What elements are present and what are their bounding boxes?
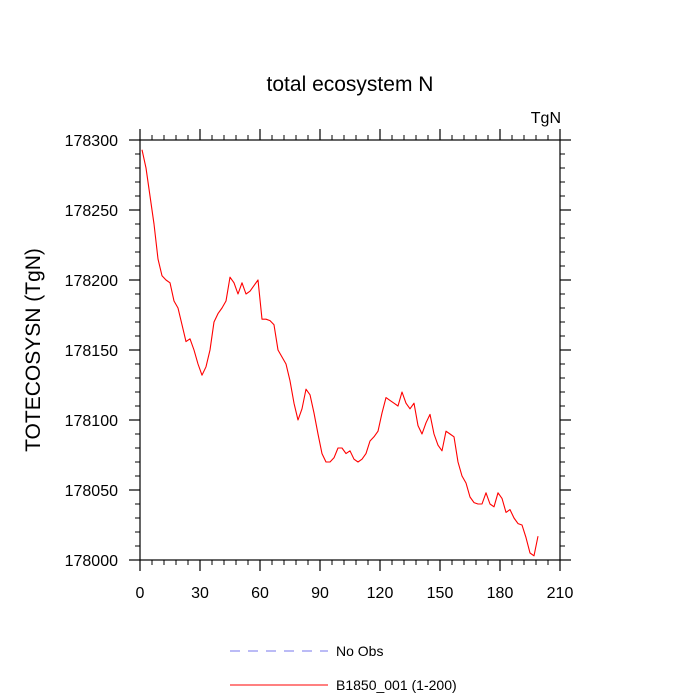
legend-label-no-obs: No Obs — [336, 643, 383, 659]
series-layer — [141, 149, 539, 557]
legend: No Obs B1850_001 (1-200) — [230, 643, 457, 693]
y-tick-label: 178250 — [65, 203, 118, 220]
y-tick-label: 178100 — [65, 413, 118, 430]
x-tick-label: 0 — [136, 585, 145, 602]
y-tick-label: 178150 — [65, 343, 118, 360]
major-ticks — [129, 129, 571, 571]
series-line-0 — [141, 149, 539, 557]
minor-ticks — [135, 135, 565, 565]
chart-title: total ecosystem N — [267, 73, 434, 96]
x-tick-label: 120 — [367, 585, 394, 602]
x-tick-label: 210 — [547, 585, 574, 602]
legend-label-b1850: B1850_001 (1-200) — [336, 677, 457, 693]
x-tick-label: 150 — [427, 585, 454, 602]
x-tick-label: 30 — [191, 585, 209, 602]
units-label: TgN — [531, 110, 561, 127]
y-tick-labels: 178000 178050 178100 178150 178200 178250 1783… — [65, 133, 118, 570]
x-tick-labels: 0 30 60 90 120 150 180 210 — [136, 585, 574, 602]
y-axis-label: TOTECOSYSN (TgN) — [22, 248, 45, 452]
y-tick-label: 178300 — [65, 133, 118, 150]
y-tick-label: 178050 — [65, 483, 118, 500]
x-tick-label: 60 — [251, 585, 269, 602]
y-tick-label: 178000 — [65, 553, 118, 570]
y-tick-label: 178200 — [65, 273, 118, 290]
x-tick-label: 90 — [311, 585, 329, 602]
x-tick-label: 180 — [487, 585, 514, 602]
